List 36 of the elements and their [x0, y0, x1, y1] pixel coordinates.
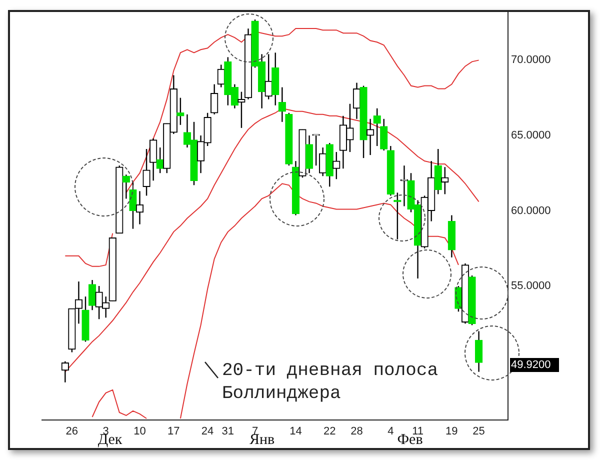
annotation: 20-ти дневная полоса Боллинджера: [222, 360, 440, 406]
x-tick-label: 17: [168, 426, 180, 438]
candlestick: [373, 108, 381, 147]
candlestick: [319, 146, 327, 177]
text: 49.9200: [510, 358, 559, 372]
x-tick-label: 25: [472, 426, 485, 438]
candlestick: [149, 138, 158, 182]
x-tick-label: 19: [446, 426, 458, 438]
x-tick-label: 22: [324, 426, 336, 438]
x-tick-label: 11: [412, 426, 424, 438]
x-tick-label: 28: [350, 426, 363, 438]
x-tick-label: 24: [201, 426, 214, 438]
candlestick: [332, 151, 340, 180]
candlestick: [474, 330, 483, 372]
y-tick-label: 60.0000: [511, 204, 551, 217]
candlestick: [441, 166, 449, 195]
y-tick-label: 70.0000: [511, 54, 551, 66]
candlestick: [210, 84, 218, 115]
candlestick: [394, 192, 402, 240]
x-tick-label: 14: [290, 426, 302, 438]
candlestick: [136, 190, 144, 225]
x-tick-label: 26: [66, 426, 78, 438]
y-tick-label: 55.0000: [511, 280, 551, 292]
y-tick-label: 65.0000: [511, 129, 551, 142]
candlestick: [312, 134, 320, 166]
x-tick-label: 31: [222, 426, 234, 438]
x-tick-label: 10: [134, 426, 146, 438]
candlestick: [278, 86, 286, 123]
candlestick: [264, 54, 272, 100]
candlestick: [217, 64, 225, 88]
candlestick: [352, 82, 361, 120]
x-tick-label: 4: [388, 426, 394, 438]
candlestick: [142, 148, 150, 196]
candlestick: [176, 97, 184, 126]
candlestick: [61, 360, 69, 383]
candlestick: [366, 118, 374, 156]
